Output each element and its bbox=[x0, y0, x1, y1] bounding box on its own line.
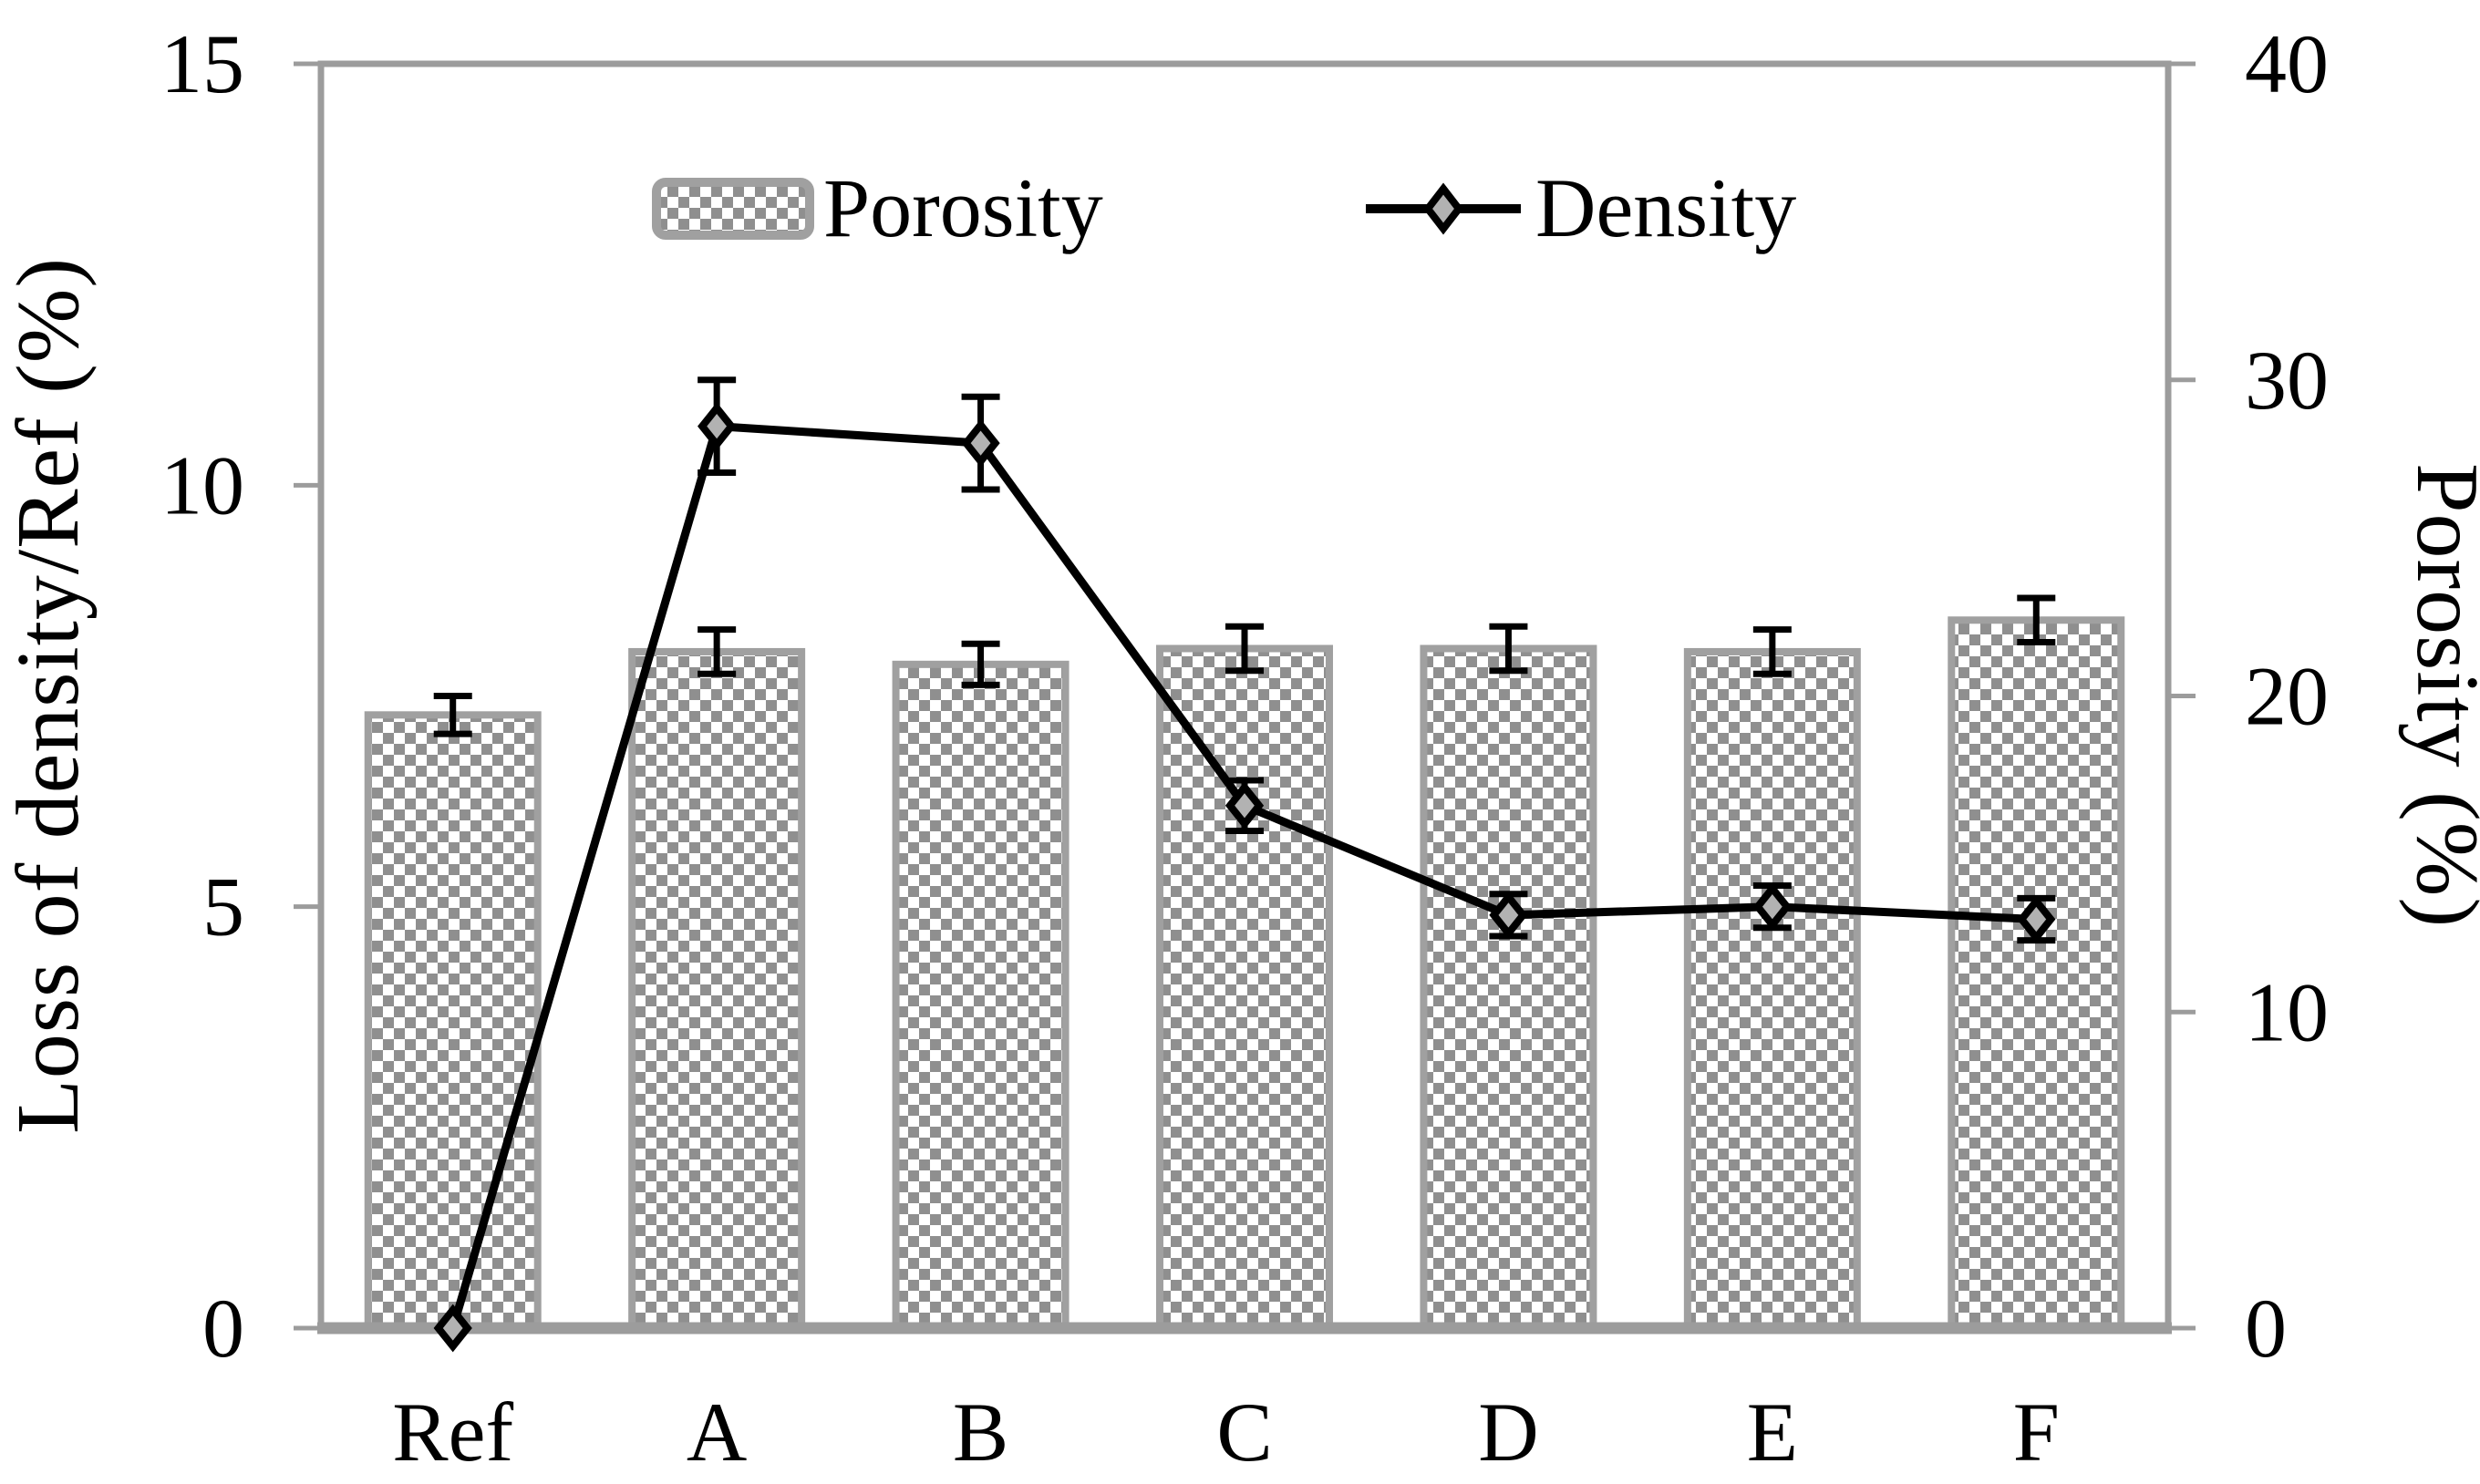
right-axis-tick-label: 10 bbox=[2245, 965, 2329, 1058]
porosity-bar-ref bbox=[364, 711, 542, 1332]
x-axis-label-ref: Ref bbox=[392, 1386, 513, 1479]
x-axis-label-f: F bbox=[2013, 1386, 2060, 1479]
left-axis-title: Loss of density/Ref (%) bbox=[0, 257, 98, 1134]
porosity-bar-c bbox=[1156, 644, 1333, 1332]
legend-porosity-swatch bbox=[652, 178, 814, 240]
density-marker-f bbox=[2017, 895, 2056, 943]
legend-porosity-label: Porosity bbox=[823, 161, 1103, 254]
axis-ticks: 0 5 10 15 0 10 20 30 40 bbox=[160, 17, 2329, 1375]
density-marker-ref bbox=[433, 1304, 472, 1353]
x-axis-label-b: B bbox=[953, 1386, 1008, 1479]
right-axis-tick-label: 40 bbox=[2245, 17, 2329, 110]
porosity-bar-d bbox=[1420, 644, 1597, 1332]
porosity-bar-f bbox=[1948, 616, 2125, 1332]
data-series bbox=[433, 376, 2056, 1353]
legend: Porosity Density bbox=[652, 161, 1796, 254]
density-marker-e bbox=[1752, 882, 1792, 932]
x-axis-label-a: A bbox=[687, 1386, 747, 1479]
legend-density-diamond-icon bbox=[1422, 182, 1464, 235]
legend-density-label: Density bbox=[1535, 161, 1796, 254]
porosity-bar-a bbox=[628, 647, 806, 1332]
left-axis-tick-label: 5 bbox=[202, 861, 244, 953]
density-marker-b bbox=[961, 418, 1000, 468]
left-axis-tick-label: 0 bbox=[202, 1282, 244, 1375]
x-axis-label-d: D bbox=[1478, 1386, 1538, 1479]
left-axis-tick-label: 10 bbox=[160, 438, 244, 531]
right-axis-tick-label: 0 bbox=[2245, 1282, 2287, 1375]
category-labels: Ref A B C D E F bbox=[392, 1386, 2060, 1479]
density-marker-a bbox=[698, 402, 737, 451]
density-marker-c bbox=[1224, 781, 1265, 830]
x-axis-label-c: C bbox=[1216, 1386, 1272, 1479]
right-axis-tick-label: 30 bbox=[2245, 334, 2329, 427]
porosity-bar-b bbox=[892, 660, 1070, 1332]
density-marker-d bbox=[1489, 891, 1528, 940]
right-axis-tick-label: 20 bbox=[2245, 650, 2329, 743]
x-axis-label-e: E bbox=[1747, 1386, 1798, 1479]
porosity-bar-e bbox=[1683, 647, 1861, 1332]
left-axis-tick-label: 15 bbox=[160, 17, 244, 110]
right-axis-title: Porosity (%) bbox=[2398, 463, 2480, 928]
porosity-bars bbox=[364, 616, 2125, 1332]
